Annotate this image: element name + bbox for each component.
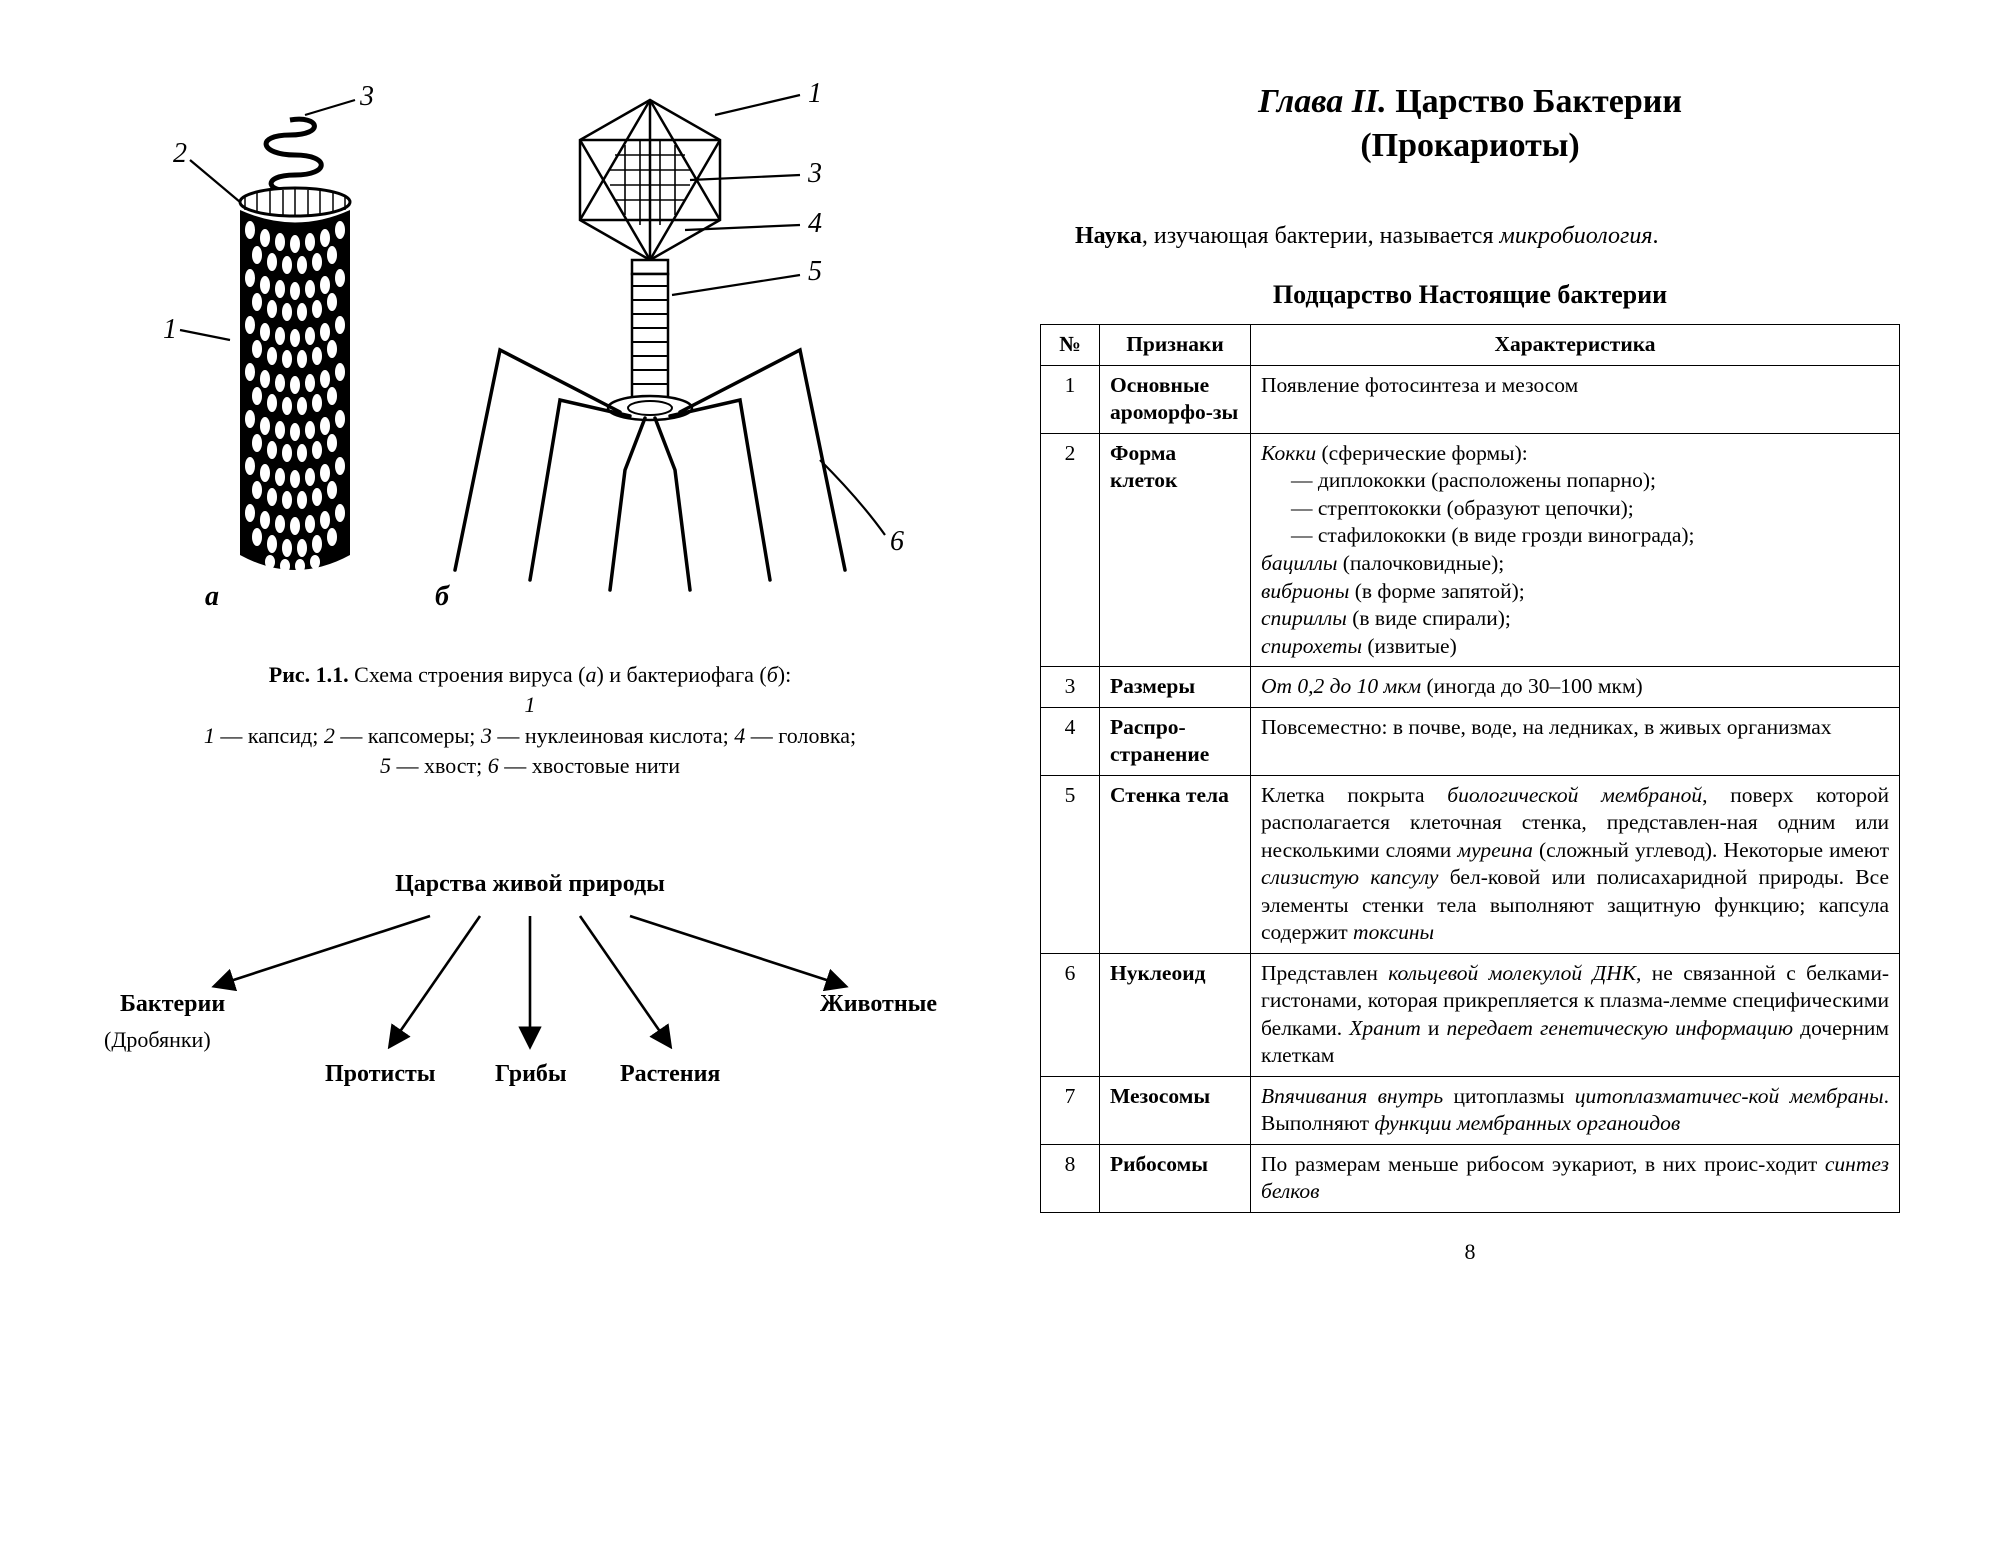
svg-text:3: 3 (359, 81, 374, 112)
cell-num: 2 (1041, 433, 1100, 666)
cell-char: Кокки (сферические формы):— диплококки (… (1251, 433, 1900, 666)
cell-feature: Нуклеоид (1100, 953, 1251, 1076)
cell-char: Представлен кольцевой молекулой ДНК, не … (1251, 953, 1900, 1076)
label-plants: Растения (620, 1061, 720, 1088)
svg-text:а: а (205, 581, 219, 612)
table-row: 8РибосомыПо размерам меньше рибосом эука… (1041, 1144, 1900, 1212)
col-feat: Признаки (1100, 325, 1251, 366)
cell-num: 8 (1041, 1144, 1100, 1212)
table-row: 5Стенка телаКлетка покрыта биологической… (1041, 775, 1900, 953)
cell-num: 3 (1041, 667, 1100, 708)
cell-char: По размерам меньше рибосом эукариот, в н… (1251, 1144, 1900, 1212)
table-row: 2Форма клетокКокки (сферические формы):—… (1041, 433, 1900, 666)
label-protists: Протисты (325, 1061, 436, 1088)
cell-feature: Форма клеток (1100, 433, 1251, 666)
subkingdom-title: Подцарство Настоящие бактерии (1040, 280, 1900, 310)
svg-text:2: 2 (173, 138, 187, 169)
intro-text: Наука, изучающая бактерии, называется ми… (1040, 223, 1900, 250)
label-animals: Животные (820, 991, 937, 1018)
cell-num: 7 (1041, 1076, 1100, 1144)
cell-char: Повсеместно: в почве, воде, на ледниках,… (1251, 707, 1900, 775)
table-row: 1Основные ароморфо-зыПоявление фотосинте… (1041, 365, 1900, 433)
cell-feature: Размеры (1100, 667, 1251, 708)
figure-caption: Рис. 1.1. Схема строения вируса (а) и ба… (100, 660, 960, 719)
cell-feature: Основные ароморфо-зы (1100, 365, 1251, 433)
svg-text:5: 5 (808, 256, 822, 287)
cell-char: Впячивания внутрь цитоплазмы цитоплазмат… (1251, 1076, 1900, 1144)
table-row: 3РазмерыОт 0,2 до 10 мкм (иногда до 30–1… (1041, 667, 1900, 708)
caption-legend-text: 1 — капсид; 2 — капсомеры; 3 — нуклеинов… (100, 721, 960, 780)
table-row: 6НуклеоидПредставлен кольцевой молекулой… (1041, 953, 1900, 1076)
cell-char: Появление фотосинтеза и мезосом (1251, 365, 1900, 433)
svg-text:6: 6 (890, 526, 904, 557)
bacteria-table: № Признаки Характеристика 1Основные аром… (1040, 324, 1900, 1212)
label-bacteria-sub: (Дробянки) (104, 1027, 211, 1053)
page-number: 8 (1040, 1239, 1900, 1265)
cell-feature: Стенка тела (1100, 775, 1251, 953)
cell-num: 6 (1041, 953, 1100, 1076)
label-fungi: Грибы (495, 1061, 567, 1088)
svg-text:4: 4 (808, 208, 822, 239)
chapter-title: Глава II. Царство Бактерии (Прокариоты) (1040, 80, 1900, 168)
caption-legend: 1 (525, 692, 536, 717)
cell-char: Клетка покрыта биологической мембраной, … (1251, 775, 1900, 953)
col-num: № (1041, 325, 1100, 366)
cell-num: 1 (1041, 365, 1100, 433)
cell-feature: Распро-странение (1100, 707, 1251, 775)
cell-num: 5 (1041, 775, 1100, 953)
kingdom-diagram: Царства живой природы Бактерии (Дробянки… (100, 871, 960, 1151)
cell-feature: Рибосомы (1100, 1144, 1251, 1212)
table-row: 7МезосомыВпячивания внутрь цитоплазмы ци… (1041, 1076, 1900, 1144)
col-char: Характеристика (1251, 325, 1900, 366)
svg-text:1: 1 (808, 80, 822, 109)
virus-figure: 1 2 3 1 3 4 5 6 а б (100, 80, 960, 640)
caption-title: Рис. 1.1. (269, 662, 349, 687)
cell-num: 4 (1041, 707, 1100, 775)
svg-text:3: 3 (807, 158, 822, 189)
label-bacteria: Бактерии (120, 991, 225, 1018)
svg-text:б: б (435, 581, 450, 612)
table-row: 4Распро-странениеПовсеместно: в почве, в… (1041, 707, 1900, 775)
cell-feature: Мезосомы (1100, 1076, 1251, 1144)
svg-text:1: 1 (163, 314, 177, 345)
cell-char: От 0,2 до 10 мкм (иногда до 30–100 мкм) (1251, 667, 1900, 708)
